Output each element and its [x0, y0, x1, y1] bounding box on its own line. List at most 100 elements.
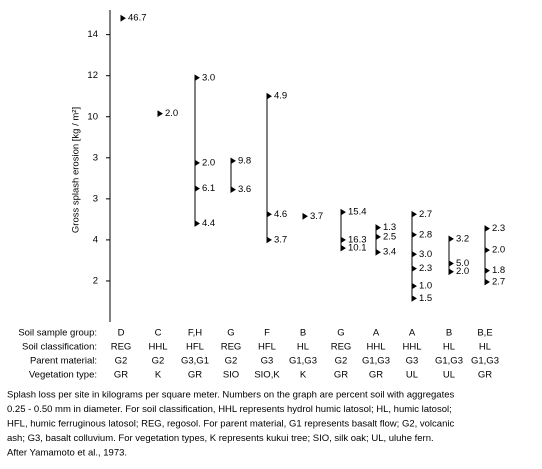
- table-cell: SIO: [223, 370, 239, 381]
- point-label: 3.4: [383, 247, 396, 258]
- data-point: [484, 246, 490, 254]
- table-cell: HHL: [148, 342, 167, 353]
- data-point: [340, 236, 346, 244]
- table-cell: G: [337, 328, 344, 339]
- table-cell: G3,G1: [181, 356, 209, 367]
- data-point: [448, 235, 454, 243]
- data-point: [340, 208, 346, 216]
- data-point: [411, 250, 417, 258]
- point-label: 3.7: [310, 211, 323, 222]
- point-label: 16.3: [348, 234, 367, 245]
- table-cell: REG: [221, 342, 242, 353]
- caption-line: 0.25 - 0.50 mm in diameter. For soil cla…: [7, 404, 452, 415]
- point-label: 2.3: [492, 223, 505, 234]
- table-cell: HL: [479, 342, 491, 353]
- table-cell: G1,G3: [289, 356, 317, 367]
- data-point: [375, 224, 381, 231]
- table-cell: GR: [369, 370, 383, 381]
- point-label: 4.9: [274, 91, 287, 102]
- table-cell: HHL: [402, 342, 421, 353]
- data-point: [230, 157, 236, 165]
- point-label: 2.7: [492, 276, 505, 287]
- data-point: [266, 92, 272, 100]
- data-point: [411, 294, 417, 302]
- table-cell: C: [155, 328, 162, 339]
- point-label: 1.8: [492, 265, 505, 276]
- point-label: 5.0: [456, 258, 469, 269]
- table-cell: G2: [152, 356, 165, 367]
- data-point: [484, 278, 490, 286]
- data-point: [266, 210, 272, 218]
- point-label: 1.0: [419, 281, 432, 292]
- y-axis-label: Gross splash erosion [kg / m²]: [71, 107, 82, 233]
- data-point: [194, 220, 200, 227]
- point-label: 2.8: [419, 229, 432, 240]
- table-cell: G2: [115, 356, 128, 367]
- table-cell: D: [118, 328, 125, 339]
- point-label: 4.6: [274, 209, 287, 220]
- table-cell: HL: [297, 342, 309, 353]
- point-label: 3.2: [456, 233, 469, 244]
- data-point: [411, 210, 417, 218]
- y-tick-label: 4: [93, 234, 98, 245]
- table-cell: B: [300, 328, 306, 339]
- data-point: [484, 267, 490, 275]
- table-cell: UL: [443, 370, 455, 381]
- point-label: 1.3: [383, 222, 396, 233]
- point-label: 10.1: [348, 243, 367, 254]
- data-point: [484, 225, 490, 233]
- table-cell: K: [155, 370, 162, 381]
- table-cell: SIO,K: [254, 370, 280, 381]
- caption-line: After Yamamoto et al., 1973.: [7, 448, 127, 459]
- y-tick-label: 14: [87, 29, 98, 40]
- point-label: 2.0: [202, 157, 215, 168]
- point-label: 2.5: [383, 231, 396, 242]
- data-point: [411, 231, 417, 239]
- data-point: [411, 265, 417, 273]
- table-cell: B,E: [477, 328, 492, 339]
- point-label: 3.6: [238, 184, 251, 195]
- point-label: 2.0: [165, 108, 178, 119]
- data-point: [302, 212, 308, 220]
- table-cell: G1,G3: [471, 356, 499, 367]
- row-label: Parent material:: [30, 356, 97, 367]
- table-cell: G2: [225, 356, 238, 367]
- data-point: [194, 74, 200, 82]
- table-cell: REG: [331, 342, 352, 353]
- data-point: [157, 110, 163, 118]
- data-point: [448, 268, 454, 276]
- table-cell: HFL: [186, 342, 204, 353]
- table-cell: G3: [406, 356, 419, 367]
- point-label: 3.7: [274, 234, 287, 245]
- y-tick-label: 10: [87, 111, 98, 122]
- data-point: [266, 236, 272, 244]
- table-cell: A: [373, 328, 380, 339]
- table-cell: REG: [111, 342, 132, 353]
- data-point: [194, 159, 200, 167]
- table-cell: F,H: [188, 328, 202, 339]
- point-label: 15.4: [348, 207, 367, 218]
- point-label: 3.0: [202, 72, 215, 83]
- data-point: [230, 186, 236, 194]
- point-label: 2.3: [419, 263, 432, 274]
- table-cell: G1,G3: [362, 356, 390, 367]
- table-cell: GR: [334, 370, 348, 381]
- table-cell: F: [264, 328, 270, 339]
- point-label: 3.0: [419, 249, 432, 260]
- table-cell: HHL: [366, 342, 385, 353]
- point-label: 2.0: [492, 245, 505, 256]
- y-tick-label: 3: [93, 152, 98, 163]
- table-cell: G: [227, 328, 234, 339]
- table-cell: UL: [406, 370, 418, 381]
- table-cell: GR: [478, 370, 492, 381]
- data-point: [375, 233, 381, 241]
- table-cell: GR: [188, 370, 202, 381]
- data-point: [340, 244, 346, 252]
- data-point: [375, 248, 381, 256]
- table-cell: G1,G3: [435, 356, 463, 367]
- y-tick-label: 2: [93, 275, 98, 286]
- caption-line: ash; G3, basalt colluvium. For vegetatio…: [7, 433, 434, 444]
- table-cell: HFL: [258, 342, 276, 353]
- row-label: Vegetation type:: [29, 370, 97, 381]
